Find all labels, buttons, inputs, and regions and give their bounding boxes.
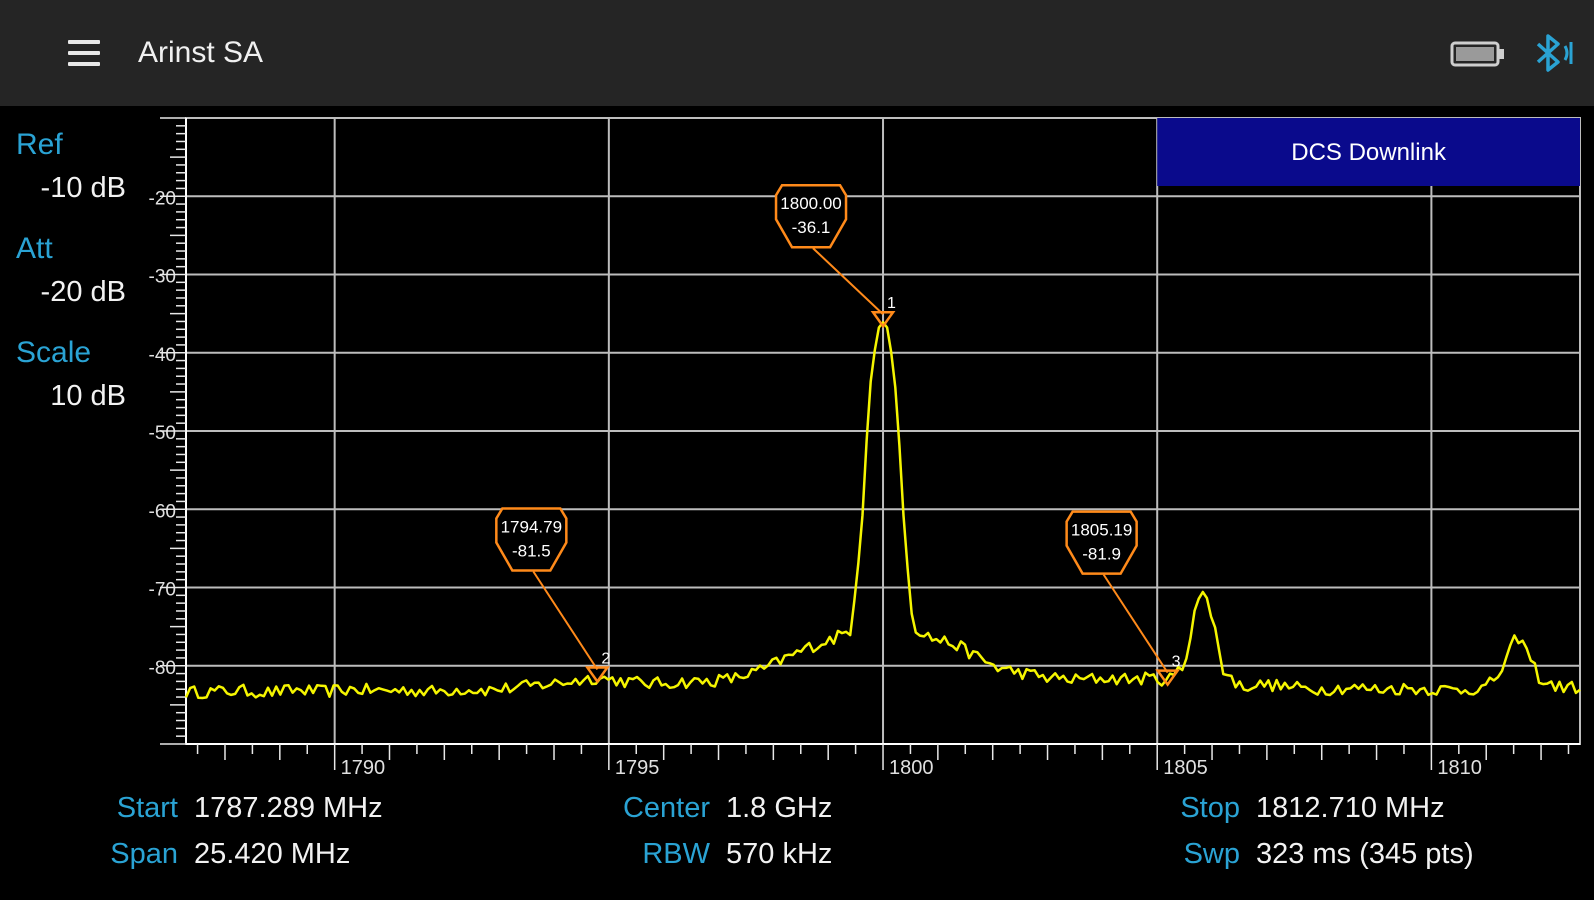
stop-value[interactable]: 1812.710 MHz — [1256, 792, 1445, 824]
start-label: Start — [116, 792, 178, 824]
swp-value[interactable]: 323 ms (345 pts) — [1256, 838, 1474, 870]
center-label: Center — [622, 792, 710, 824]
marker-leader — [1102, 574, 1169, 674]
y-tick-label: -80 — [149, 658, 176, 679]
marker-triangle — [1155, 669, 1181, 687]
marker-1: 1 1800.00 -36.1 — [774, 183, 896, 329]
trace-line — [184, 321, 1581, 700]
center-value[interactable]: 1.8 GHz — [726, 792, 833, 824]
app-bar: Arinst SA — [0, 0, 1594, 106]
spectrum-chart[interactable]: DCS Downlink -20-30-40-50-60-70-80 1790 1… — [0, 106, 1594, 786]
y-tick-label: -70 — [149, 580, 176, 601]
marker-flag — [495, 507, 568, 572]
marker-2: 2 1794.79 -81.5 — [495, 507, 610, 684]
bluetooth-icon[interactable] — [1532, 32, 1576, 74]
x-tick-label: 1800 — [889, 757, 934, 779]
marker-id: 1 — [887, 295, 896, 312]
span-value[interactable]: 25.420 MHz — [194, 838, 351, 870]
marker-freq: 1794.79 — [501, 517, 562, 536]
y-tick-label: -30 — [149, 267, 176, 288]
rbw-label: RBW — [642, 838, 710, 870]
marker-freq: 1800.00 — [780, 194, 841, 213]
marker-leader — [532, 570, 599, 671]
marker-id: 3 — [1172, 654, 1181, 671]
marker-leader — [812, 247, 884, 315]
band-label: DCS Downlink — [1291, 139, 1447, 166]
scale-value[interactable]: 10 dB — [50, 380, 126, 412]
marker-level: -36.1 — [792, 218, 831, 237]
marker-freq: 1805.19 — [1071, 521, 1132, 540]
stop-label: Stop — [1180, 792, 1240, 824]
marker-flag — [1065, 510, 1138, 575]
scale-label: Scale — [16, 336, 92, 369]
x-tick-label: 1805 — [1163, 757, 1208, 779]
battery-icon — [1450, 41, 1504, 67]
band-overlay: DCS Downlink — [1157, 118, 1580, 186]
x-tick-label: 1795 — [615, 757, 660, 779]
x-tick-label: 1790 — [341, 757, 386, 779]
markers: 1 1800.00 -36.1 2 1794.79 -81.5 3 1805.19 -81.9 — [495, 183, 1181, 687]
app-title: Arinst SA — [138, 36, 264, 69]
marker-triangle — [584, 666, 610, 684]
span-label: Span — [110, 838, 178, 870]
rbw-value[interactable]: 570 kHz — [726, 838, 833, 870]
x-axis: 1790 1795 1800 1805 1810 — [186, 743, 1580, 779]
ref-value[interactable]: -10 dB — [40, 172, 126, 204]
marker-triangle — [870, 310, 896, 329]
swp-label: Swp — [1183, 838, 1240, 870]
start-value[interactable]: 1787.289 MHz — [194, 792, 383, 824]
y-tick-label: -50 — [149, 423, 176, 444]
att-value[interactable]: -20 dB — [40, 276, 126, 308]
ref-label: Ref — [16, 128, 63, 161]
y-tick-label: -40 — [149, 345, 176, 366]
att-label: Att — [16, 232, 53, 265]
y-axis: -20 -30 -40 -50 -60 -70 -80 — [149, 117, 187, 745]
marker-level: -81.5 — [512, 541, 551, 560]
trace — [184, 321, 1581, 700]
chart-grid — [185, 117, 1581, 745]
marker-level: -81.9 — [1082, 545, 1121, 564]
menu-icon[interactable] — [62, 36, 106, 72]
marker-id: 2 — [601, 650, 610, 667]
x-tick-label: 1810 — [1437, 757, 1482, 779]
y-tick-label: -20 — [149, 188, 176, 209]
y-tick-label: -60 — [149, 501, 176, 522]
marker-flag — [774, 183, 848, 249]
marker-3: 3 1805.19 -81.9 — [1065, 510, 1181, 687]
band-rect — [1157, 118, 1580, 186]
